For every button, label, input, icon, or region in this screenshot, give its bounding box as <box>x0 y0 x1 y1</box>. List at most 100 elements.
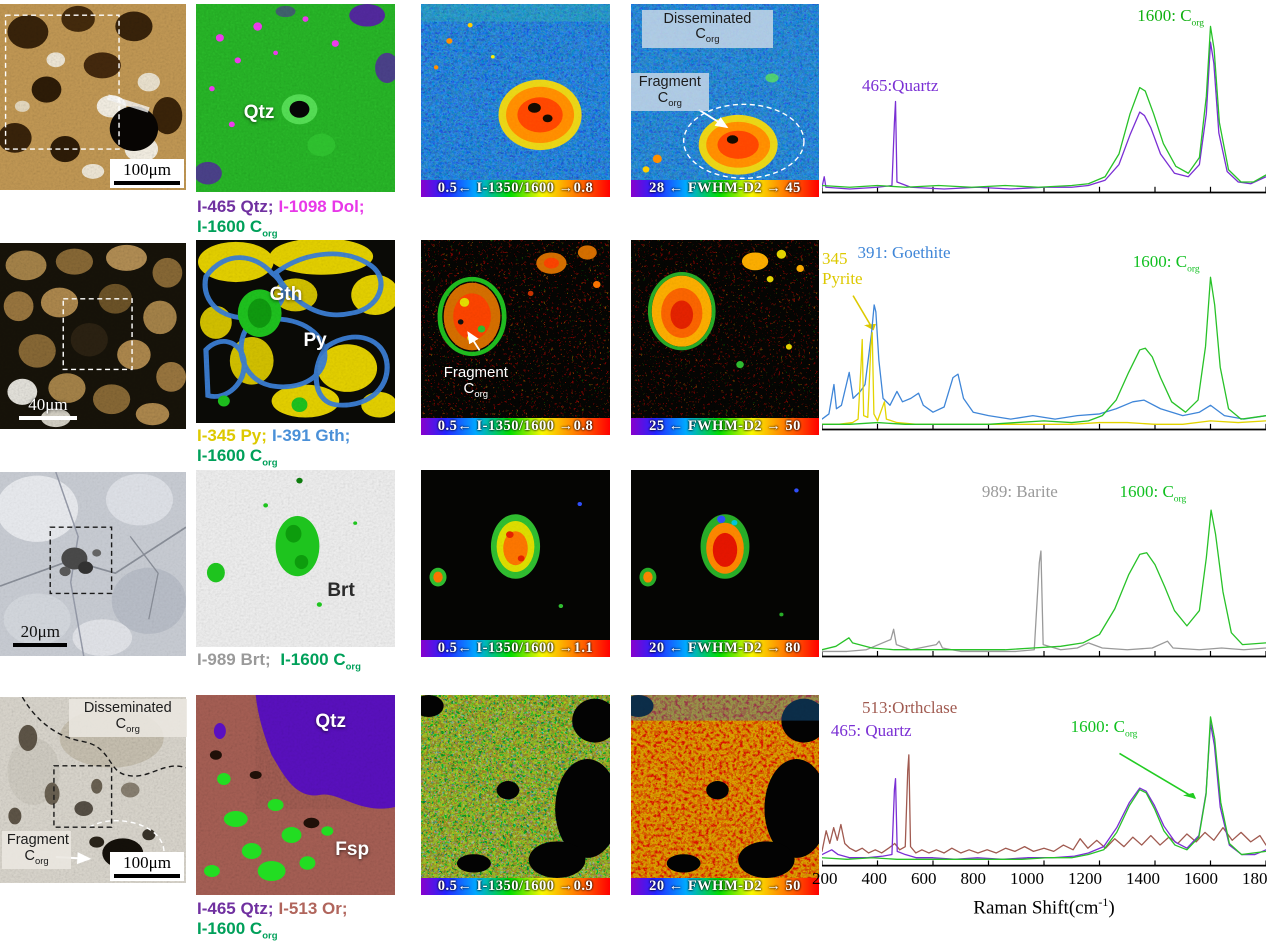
scale-label: 100μm <box>123 160 171 179</box>
caption-seg-sub: org <box>262 930 278 942</box>
colorbar-ratio-row1: 0.5← I-1350/1600 →0.8 <box>421 180 610 197</box>
spectrum-trace <box>822 755 1266 853</box>
peak-label-corg: 1600: Corg <box>1119 482 1187 505</box>
caption-seg: I-1600 C <box>197 446 263 466</box>
ratio-map-row2: Fragment Corg 0.5← I-1350/1600 →0.8 <box>421 240 610 435</box>
fwhm-map-row1: Disseminated Corg Fragment Corg 28 ← FWH… <box>631 4 819 197</box>
caption-seg: I-465 Qtz; <box>197 197 274 216</box>
caption-row2: I-345 Py; I-391 Gth; I-1600 Corg <box>197 426 407 469</box>
caption-row4: I-465 Qtz; I-513 Or; I-1600 Corg <box>197 899 407 942</box>
annotation-disseminated: Disseminated Corg <box>642 9 773 48</box>
spectrum-trace <box>822 333 1266 425</box>
spectrum-row4: 513:Orthclase 465: Quartz 1600: Corg <box>822 695 1266 867</box>
micrograph-thin-section-row4: Disseminated Corg Fragment Corg 100μm <box>0 697 187 883</box>
mineral-map-row4: Qtz Fsp <box>196 695 395 895</box>
colorbar-fwhm-row2: 25 ← FWHM-D2 → 50 <box>631 418 819 435</box>
caption-seg-sub: org <box>345 661 361 673</box>
spectrum-trace <box>822 717 1266 859</box>
spectrum-row3: 989: Barite 1600: Corg <box>822 473 1266 658</box>
fwhm-map-row2: 25 ← FWHM-D2 → 50 <box>631 240 819 435</box>
peak-label-barite: 989: Barite <box>981 482 1058 502</box>
scale-label: 20μm <box>20 622 60 642</box>
colorbar-label: 20 ← FWHM-D2 → 80 <box>649 640 801 656</box>
colorbar-label: 20 ← FWHM-D2 → 50 <box>649 878 801 894</box>
x-tick: 400 <box>861 869 888 888</box>
colorbar-fwhm-row4: 20 ← FWHM-D2 → 50 <box>631 878 819 895</box>
scale-label: 100μm <box>123 853 171 872</box>
spectrum-row1: 465:Quartz 1600: Corg <box>822 4 1266 194</box>
caption-seg: I-989 Brt; <box>197 650 271 669</box>
peak-label-pyrite: 345 Pyrite <box>822 248 863 288</box>
caption-seg-sub: org <box>262 228 278 240</box>
micrograph-thin-section-row1: 100μm <box>0 4 186 190</box>
colorbar-fwhm-row1: 28 ← FWHM-D2 → 45 <box>631 180 819 197</box>
fragment-dashed-outline <box>684 104 804 178</box>
annotation-fragment: Fragment Corg <box>631 73 709 112</box>
fragment-arrow <box>699 110 730 129</box>
colorbar-label: 28 ← FWHM-D2 → 45 <box>649 180 801 196</box>
x-tick: 1000 <box>1010 869 1044 888</box>
caption-seg: I-1098 Dol; <box>278 197 365 216</box>
roi-dashed-box <box>63 299 132 370</box>
scale-label: 40μm <box>28 395 68 415</box>
ratio-map-row1: 0.5← I-1350/1600 →0.8 <box>421 4 610 197</box>
ratio-map-row3: 0.5← I-1350/1600 →1.1 <box>421 470 610 657</box>
x-tick: 1200 <box>1068 869 1102 888</box>
roi-dashed-box <box>54 766 112 827</box>
peak-label-corg: 1600: Corg <box>1070 717 1138 740</box>
spectrum-trace <box>822 26 1266 187</box>
scale-bar: 100μm <box>110 852 184 881</box>
micrograph-thin-section-row2: 40μm <box>0 243 186 429</box>
scale-bar: 100μm <box>110 159 184 188</box>
caption-seg: I-1600 C <box>197 919 263 939</box>
caption-seg: I-1600 C <box>197 217 263 237</box>
colorbar-label: 0.5← I-1350/1600 →0.8 <box>437 180 594 196</box>
mineral-map-row3: Brt <box>196 470 395 647</box>
colorbar-label: 0.5← I-1350/1600 →0.8 <box>437 418 594 434</box>
scale-bar-line <box>13 643 68 648</box>
colorbar-fwhm-row3: 20 ← FWHM-D2 → 80 <box>631 640 819 657</box>
x-tick: 800 <box>960 869 987 888</box>
caption-row1: I-465 Qtz; I-1098 Dol; I-1600 Corg <box>197 197 407 240</box>
caption-seg: I-513 Or; <box>278 899 348 918</box>
spectrum-trace <box>822 551 1266 651</box>
caption-seg: I-1600 C <box>280 650 346 669</box>
scale-bar: 40μm <box>15 394 81 423</box>
scale-bar-line <box>18 416 77 421</box>
spectrum-trace <box>822 42 1266 189</box>
spectrum-trace <box>822 305 1266 419</box>
annotation-disseminated: Disseminated Corg <box>68 698 187 737</box>
fragment-dashed-boundary <box>89 821 164 878</box>
mineral-label-qtz: Qtz <box>315 711 346 732</box>
mineral-label-brt: Brt <box>327 579 355 601</box>
annotation-fragment: Fragment Corg <box>443 363 508 400</box>
caption-seg-sub: org <box>262 457 278 469</box>
peak-label-quartz: 465:Quartz <box>861 76 939 96</box>
annotation-fragment: Fragment Corg <box>1 830 72 869</box>
colorbar-label: 25 ← FWHM-D2 → 50 <box>649 418 801 434</box>
x-tick: 1400 <box>1126 869 1160 888</box>
mineral-map-row2: Gth Py <box>196 240 395 423</box>
roi-dashed-box <box>6 15 119 149</box>
mineral-map-row1: Qtz <box>196 4 395 192</box>
colorbar-ratio-row3: 0.5← I-1350/1600 →1.1 <box>421 640 610 657</box>
colorbar-label: 0.5← I-1350/1600 →1.1 <box>437 640 594 656</box>
fwhm-map-row3: 20 ← FWHM-D2 → 80 <box>631 470 819 657</box>
fragment-arrow <box>466 329 488 354</box>
scale-bar: 20μm <box>9 621 71 650</box>
corg-arrow <box>1119 753 1199 801</box>
x-tick: 200 <box>812 869 838 888</box>
peak-label-goethite: 391: Goethite <box>857 243 951 262</box>
peak-label-corg: 1600: Corg <box>1137 5 1205 29</box>
caption-row3: I-989 Brt; I-1600 Corg <box>197 650 417 673</box>
x-tick: 1600 <box>1184 869 1218 888</box>
mineral-label-gth: Gth <box>269 283 303 305</box>
spectrum-trace <box>822 510 1266 650</box>
spectrum-row2: 345 Pyrite 391: Goethite 1600: Corg <box>822 243 1266 431</box>
disseminated-dashed-boundary <box>22 697 186 776</box>
x-axis-title: Raman Shift(cm-1) <box>973 895 1115 919</box>
micrograph-thin-section-row3: 20μm <box>0 472 186 656</box>
colorbar-ratio-row2: 0.5← I-1350/1600 →0.8 <box>421 418 610 435</box>
ratio-map-row4: 0.5← I-1350/1600 →0.9 <box>421 695 610 895</box>
